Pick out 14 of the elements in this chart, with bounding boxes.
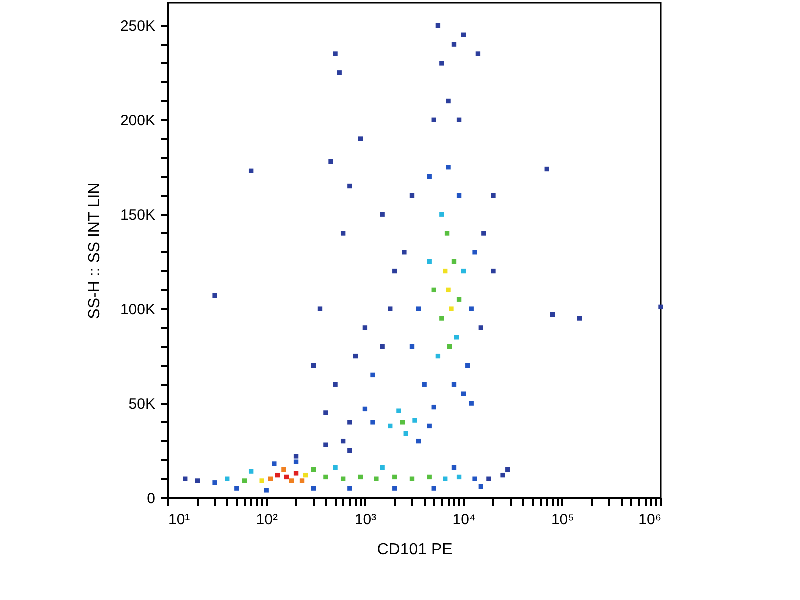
x-tick-label: 10⁵: [551, 512, 574, 528]
x-tick-label: 10⁴: [452, 512, 476, 528]
x-tick-label: 10¹: [168, 512, 190, 528]
x-tick-label: 10⁶: [638, 512, 662, 528]
x-tick-label: 10²: [256, 512, 278, 528]
y-tick-label: 50K: [128, 396, 156, 414]
y-tick-label: 150K: [120, 207, 156, 224]
x-tick-label: 10³: [354, 512, 377, 528]
y-tick-label: 0: [147, 490, 156, 508]
y-axis-title: SS-H :: SS INT LIN: [86, 182, 104, 320]
y-tick-label: 250K: [120, 18, 156, 36]
x-axis-title: CD101 PE: [377, 542, 453, 558]
y-tick-label: 100K: [120, 302, 156, 319]
y-tick-label: 200K: [120, 112, 156, 130]
